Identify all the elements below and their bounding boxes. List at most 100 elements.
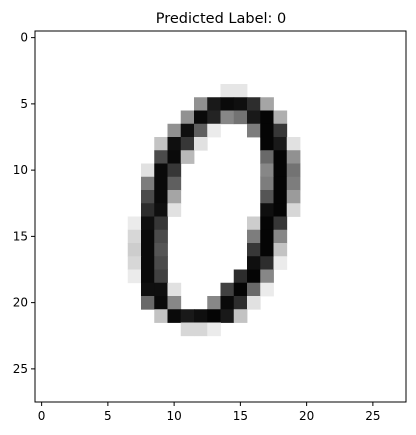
heatmap-cell (180, 150, 195, 164)
heatmap-cell (154, 229, 168, 244)
heatmap-cell (247, 123, 261, 138)
heatmap-cell (286, 163, 301, 178)
heatmap-cell (207, 110, 221, 125)
heatmap-cell (141, 176, 155, 191)
heatmap-cell (247, 282, 261, 297)
heatmap-cell (220, 282, 235, 297)
heatmap-cell (207, 97, 221, 111)
x-tick-label: 25 (365, 409, 380, 423)
heatmap-cell (260, 216, 274, 231)
heatmap-cell (273, 110, 288, 125)
heatmap-cell (247, 216, 261, 231)
heatmap-cell (127, 216, 142, 231)
heatmap-cell (141, 282, 155, 297)
heatmap-cell (141, 190, 155, 204)
heatmap-cell (273, 190, 288, 204)
heatmap-cell (127, 256, 142, 270)
heatmap-cell (167, 190, 182, 204)
heatmap-cell (167, 163, 182, 178)
heatmap-cell (194, 97, 208, 111)
heatmap-cell (260, 203, 274, 217)
heatmap-cell (273, 243, 288, 257)
heatmap-cell (233, 296, 248, 310)
heatmap-cell (286, 190, 301, 204)
x-tick-label: 20 (299, 409, 314, 423)
x-tick-label: 0 (38, 409, 46, 423)
heatmap-cell (141, 163, 155, 178)
heatmap-cell (260, 256, 274, 270)
heatmap-cell (194, 137, 208, 151)
y-tick-label: 10 (13, 163, 28, 177)
heatmap-cell (194, 123, 208, 138)
heatmap-cell (154, 256, 168, 270)
heatmap-cell (260, 163, 274, 178)
heatmap-cell (286, 203, 301, 217)
x-tick-label: 5 (104, 409, 112, 423)
heatmap-cell (260, 269, 274, 284)
plot-frame (34, 30, 407, 403)
heatmap-cell (273, 163, 288, 178)
x-axis: 0 5 10 15 20 25 (38, 402, 381, 423)
heatmap-cell (247, 97, 261, 111)
heatmap-cell (167, 309, 182, 323)
heatmap-cell (273, 229, 288, 244)
heatmap-cell (260, 137, 274, 151)
heatmap-cell (260, 190, 274, 204)
heatmap-cell (154, 176, 168, 191)
heatmap-cell (233, 84, 248, 98)
heatmap-cell (247, 296, 261, 310)
heatmap-cell (167, 176, 182, 191)
y-tick-label: 25 (13, 362, 28, 376)
heatmap-cell (220, 110, 235, 125)
heatmap-cell (167, 203, 182, 217)
heatmap-cell (141, 256, 155, 270)
heatmap-cell (273, 203, 288, 217)
x-tick-label: 10 (166, 409, 181, 423)
heatmap-cell (260, 150, 274, 164)
heatmap-cell (260, 123, 274, 138)
heatmap-cell (233, 282, 248, 297)
heatmap-cell (154, 296, 168, 310)
heatmap-cell (141, 243, 155, 257)
heatmap-cell (286, 150, 301, 164)
heatmap-cell (141, 296, 155, 310)
heatmap-cell (180, 123, 195, 138)
heatmap-cell (154, 203, 168, 217)
heatmap-cell (260, 229, 274, 244)
heatmap-cell (260, 176, 274, 191)
heatmap-cell (273, 137, 288, 151)
heatmap-cell (127, 243, 142, 257)
heatmap-cell (260, 243, 274, 257)
heatmap-cell (167, 296, 182, 310)
heatmap-cell (167, 150, 182, 164)
heatmap-cell (154, 282, 168, 297)
heatmap-cell (260, 110, 274, 125)
heatmap-cell (260, 97, 274, 111)
heatmap-cell (154, 243, 168, 257)
heatmap-cell (180, 322, 195, 337)
y-tick-label: 5 (20, 97, 28, 111)
heatmap-cell (273, 216, 288, 231)
heatmap-cell (127, 269, 142, 284)
heatmap-cell (220, 84, 235, 98)
heatmap-cell (273, 123, 288, 138)
heatmap-cell (286, 137, 301, 151)
heatmap-cell (260, 282, 274, 297)
heatmap-cell (154, 216, 168, 231)
heatmap-cell (154, 269, 168, 284)
y-tick-label: 15 (13, 229, 28, 243)
y-tick-label: 0 (20, 31, 28, 45)
heatmap-cell (180, 110, 195, 125)
heatmap-cell (207, 322, 221, 337)
y-axis: 0 5 10 15 20 25 (13, 31, 35, 376)
heatmap-cell (141, 229, 155, 244)
heatmap-cell (154, 137, 168, 151)
heatmap-cell (207, 123, 221, 138)
heatmap-cell (207, 296, 221, 310)
heatmap-cell (220, 296, 235, 310)
heatmap-cell (247, 269, 261, 284)
heatmap-cell (141, 269, 155, 284)
heatmap-cell (141, 216, 155, 231)
heatmap-cell (273, 176, 288, 191)
